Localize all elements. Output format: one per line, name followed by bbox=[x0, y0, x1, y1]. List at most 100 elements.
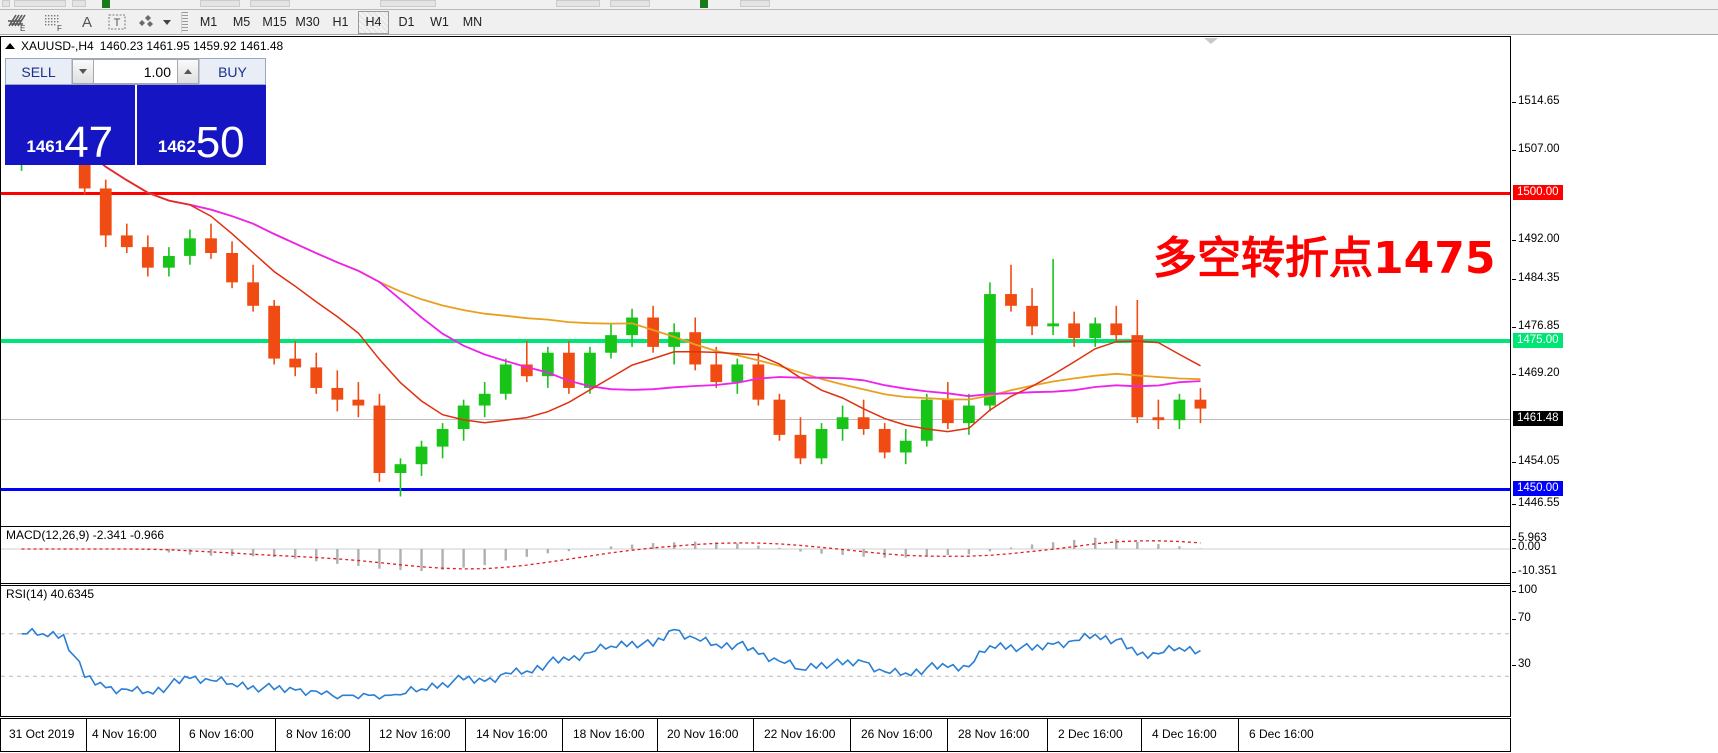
toolbar-ghost-group-6 bbox=[380, 0, 436, 7]
volume-stepper[interactable]: 1.00 bbox=[72, 59, 199, 84]
buy-price-display[interactable]: 1462 50 bbox=[136, 85, 266, 167]
rsi-label: RSI(14) 40.6345 bbox=[6, 587, 95, 601]
rsi-series bbox=[1, 627, 1510, 700]
toolbar-grip[interactable] bbox=[181, 11, 188, 33]
price-scale-axis[interactable]: 1514.65 1507.00 1500.00 1492.00 1484.35 1476.… bbox=[1512, 36, 1718, 717]
rsi-indicator-pane[interactable]: RSI(14) 40.6345 bbox=[0, 585, 1511, 717]
timeframe-button-d1[interactable]: D1 bbox=[398, 15, 415, 29]
toolbar-ghost-group-8 bbox=[610, 0, 650, 7]
price-tick bbox=[1512, 665, 1516, 666]
timeframe-button-m1[interactable]: M1 bbox=[199, 15, 218, 29]
current-price-line bbox=[1, 419, 1510, 420]
grid-glyph: F bbox=[45, 15, 62, 32]
collapse-triangle-icon[interactable] bbox=[5, 42, 15, 49]
price-label-100: 100 bbox=[1518, 584, 1538, 596]
timeframe-button-m15[interactable]: M15 bbox=[262, 15, 287, 29]
toolbar-ghost-group-5 bbox=[250, 0, 290, 7]
price-label-0neg00: 0.00 bbox=[1518, 541, 1541, 553]
time-axis-label: 28 Nov 16:00 bbox=[958, 727, 1030, 741]
chart-scroll-indicator[interactable] bbox=[1204, 38, 1218, 44]
macd-series bbox=[1, 537, 1510, 571]
time-axis-separator bbox=[1238, 718, 1239, 752]
time-axis-label: 31 Oct 2019 bbox=[9, 727, 75, 741]
time-axis-label: 2 Dec 16:00 bbox=[1058, 727, 1123, 741]
grid-icon[interactable]: F bbox=[36, 11, 72, 34]
text-label-icon[interactable]: T bbox=[102, 11, 132, 34]
macd-indicator-pane[interactable]: MACD(12,26,9) -2.341 -0.966 bbox=[0, 526, 1511, 584]
time-axis-rule bbox=[1, 718, 1510, 719]
time-axis-label: 4 Nov 16:00 bbox=[92, 727, 157, 741]
expert-advisors-glyph: E bbox=[8, 14, 26, 32]
level-line-1475[interactable] bbox=[1, 339, 1510, 343]
chart-toolbar: E F A T M1 M5 M15 M bbox=[0, 10, 1718, 35]
chevron-down-icon bbox=[79, 69, 87, 74]
price-label-1507neg00: 1507.00 bbox=[1518, 143, 1560, 155]
time-axis-label: 22 Nov 16:00 bbox=[764, 727, 836, 741]
start-icon[interactable] bbox=[102, 0, 110, 8]
chart-annotation-text[interactable]: 多空转折点1475 bbox=[1153, 233, 1496, 284]
level-line-1500[interactable] bbox=[1, 192, 1510, 195]
price-label-5neg963: 5.963 bbox=[1518, 532, 1547, 544]
time-axis-label: 20 Nov 16:00 bbox=[667, 727, 739, 741]
text-tool-glyph: A bbox=[81, 13, 92, 31]
price-tick bbox=[1512, 539, 1516, 540]
candlestick-series bbox=[15, 106, 1207, 497]
price-tick bbox=[1512, 504, 1516, 505]
price-tick bbox=[1512, 374, 1516, 375]
timeframe-button-m30[interactable]: M30 bbox=[295, 15, 320, 29]
price-label-1492neg00: 1492.00 bbox=[1518, 233, 1560, 245]
time-axis-separator bbox=[86, 718, 87, 752]
timeframe-button-h1[interactable]: H1 bbox=[332, 15, 349, 29]
toolbar-ghost-group-9 bbox=[740, 0, 770, 7]
price-tick bbox=[1512, 240, 1516, 241]
level-line-1450[interactable] bbox=[1, 488, 1510, 491]
price-tick bbox=[1512, 572, 1516, 573]
buy-price-fraction: 50 bbox=[195, 118, 245, 167]
time-axis-separator bbox=[179, 718, 180, 752]
time-axis-label: 12 Nov 16:00 bbox=[379, 727, 451, 741]
price-label-1476neg85: 1476.85 bbox=[1518, 320, 1560, 332]
chevron-up-icon bbox=[184, 69, 192, 74]
price-tick bbox=[1512, 619, 1516, 620]
time-axis[interactable]: 31 Oct 2019 4 Nov 16:00 6 Nov 16:00 8 Nov 1… bbox=[0, 718, 1511, 752]
timeframe-button-m5[interactable]: M5 bbox=[232, 15, 251, 29]
market-watch-icon[interactable] bbox=[700, 0, 708, 8]
svg-text:F: F bbox=[57, 24, 62, 32]
expert-advisors-icon[interactable]: E bbox=[0, 11, 36, 34]
time-axis-separator bbox=[465, 718, 466, 752]
time-axis-separator bbox=[657, 718, 658, 752]
sell-price-integer: 1461 bbox=[26, 137, 65, 156]
chevron-down-icon[interactable] bbox=[163, 19, 171, 25]
time-axis-label: 18 Nov 16:00 bbox=[573, 727, 645, 741]
sell-button[interactable]: SELL bbox=[6, 59, 72, 84]
volume-increment-button[interactable] bbox=[177, 59, 199, 84]
toolbar-ghost-group-2 bbox=[14, 0, 66, 7]
sell-price-display[interactable]: 1461 47 bbox=[5, 85, 135, 165]
price-tick bbox=[1512, 327, 1516, 328]
volume-input[interactable]: 1.00 bbox=[94, 59, 177, 84]
price-chip-1475-00: 1475.00 bbox=[1513, 333, 1563, 348]
sell-price-fraction: 47 bbox=[64, 118, 114, 167]
timeframe-button-mn[interactable]: MN bbox=[462, 15, 483, 29]
price-tick bbox=[1512, 462, 1516, 463]
upper-toolbar-strip bbox=[0, 0, 1718, 10]
timeframe-button-w1[interactable]: W1 bbox=[430, 15, 449, 29]
svg-text:T: T bbox=[114, 17, 121, 29]
price-tick bbox=[1512, 102, 1516, 103]
buy-button[interactable]: BUY bbox=[199, 59, 265, 84]
timeframe-button-h4[interactable]: H4 bbox=[358, 10, 389, 34]
toolbar-ghost-group-4 bbox=[200, 0, 240, 7]
one-click-trading-panel[interactable]: SELL 1.00 BUY 1461 47 1462 50 bbox=[5, 58, 266, 165]
text-tool-icon[interactable]: A bbox=[72, 11, 102, 34]
time-axis-separator bbox=[947, 718, 948, 752]
text-label-glyph: T bbox=[108, 14, 126, 30]
svg-text:E: E bbox=[20, 24, 25, 32]
price-chip-1500-00: 1500.00 bbox=[1513, 185, 1563, 200]
time-axis-label: 4 Dec 16:00 bbox=[1152, 727, 1217, 741]
time-axis-separator bbox=[1047, 718, 1048, 752]
volume-decrement-button[interactable] bbox=[72, 59, 94, 84]
price-tick bbox=[1512, 548, 1516, 549]
toolbar-ghost-group-3 bbox=[72, 0, 86, 7]
buy-price-integer: 1462 bbox=[157, 137, 196, 156]
objects-icon[interactable] bbox=[132, 11, 162, 34]
